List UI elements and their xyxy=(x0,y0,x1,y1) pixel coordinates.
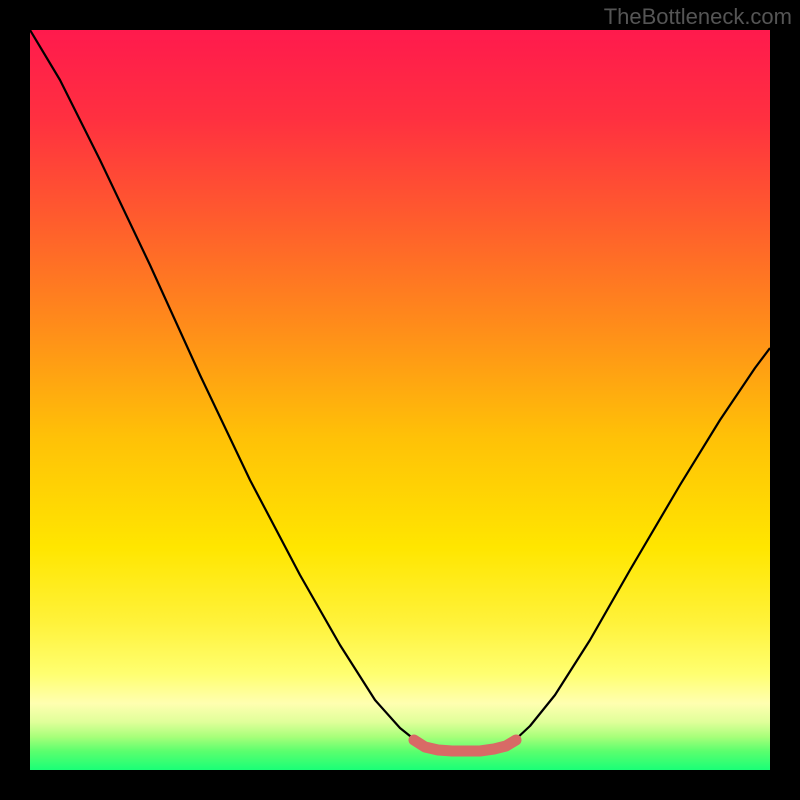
chart-container: TheBottleneck.com xyxy=(0,0,800,800)
watermark-text: TheBottleneck.com xyxy=(604,4,792,30)
trough-highlight xyxy=(414,740,516,751)
curve-overlay xyxy=(0,0,800,800)
bottleneck-curve xyxy=(30,30,770,751)
plot-area xyxy=(30,30,770,770)
